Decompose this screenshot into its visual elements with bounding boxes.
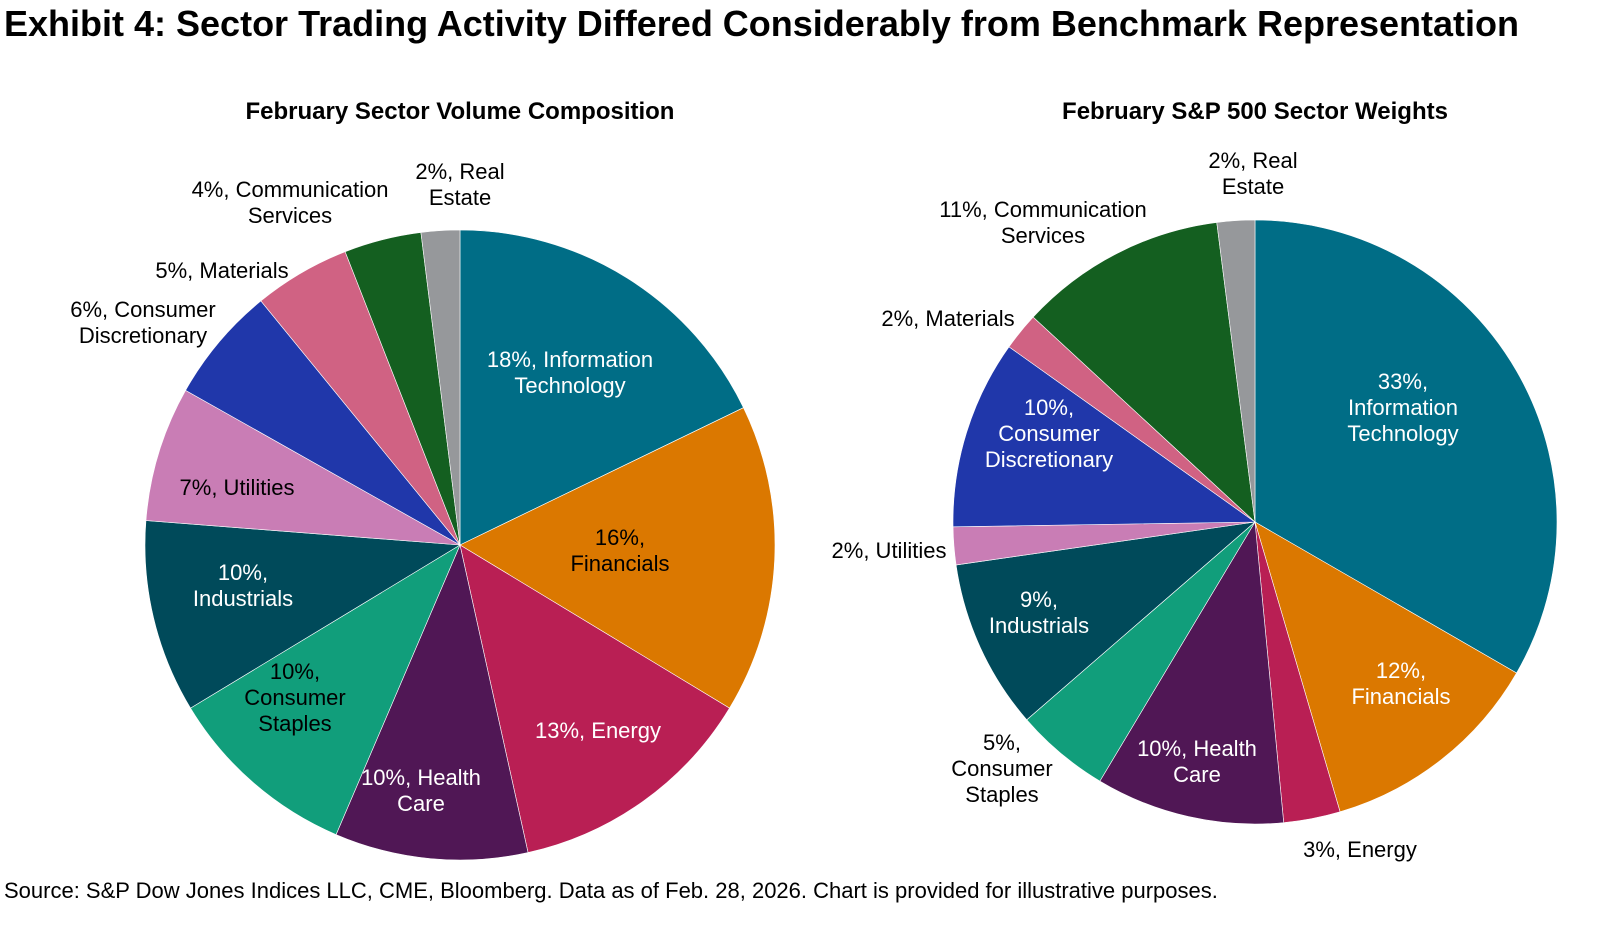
data-label-information-technology: 33%, Information Technology bbox=[1347, 369, 1458, 446]
data-label-real-estate: 2%, Real Estate bbox=[415, 159, 504, 210]
data-label-communication-services: 4%, Communication Services bbox=[192, 177, 389, 228]
slice-energy bbox=[459, 544, 730, 853]
left-chart-title: February Sector Volume Composition bbox=[245, 98, 675, 125]
data-label-energy: 3%, Energy bbox=[1303, 837, 1417, 862]
data-label-materials: 5%, Materials bbox=[155, 258, 288, 283]
slice-industrials bbox=[955, 521, 1256, 721]
slice-consumer-staples bbox=[190, 544, 461, 835]
data-label-energy: 13%, Energy bbox=[535, 718, 661, 743]
volume-composition-pie: 18%, Information Technology 16%, Financials… bbox=[70, 159, 776, 861]
data-label-industrials: 9%, Industrials bbox=[989, 587, 1089, 638]
slice-real-estate bbox=[1216, 219, 1256, 523]
data-label-real-estate: 2%, Real Estate bbox=[1208, 148, 1297, 199]
slice-information-technology bbox=[459, 229, 744, 546]
slice-financials bbox=[1254, 521, 1517, 813]
data-label-utilities: 2%, Utilities bbox=[832, 538, 947, 563]
slice-health-care bbox=[1099, 521, 1285, 825]
data-label-financials: 12%, Financials bbox=[1351, 658, 1450, 709]
data-label-financials: 16%, Financials bbox=[570, 525, 669, 576]
exhibit-title: Exhibit 4: Sector Trading Activity Diffe… bbox=[4, 3, 1520, 44]
slice-financials bbox=[459, 407, 776, 709]
slice-industrials bbox=[144, 520, 461, 709]
slice-utilities bbox=[145, 389, 461, 546]
data-label-industrials: 10%, Industrials bbox=[193, 560, 293, 611]
data-label-communication-services: 11%, Communication Services bbox=[939, 197, 1146, 248]
data-label-consumer-discretionary: 10%, Consumer Discretionary bbox=[985, 395, 1113, 472]
data-label-health-care: 10%, Health Care bbox=[1137, 736, 1257, 787]
data-label-materials: 2%, Materials bbox=[881, 306, 1014, 331]
slice-communication-services bbox=[1032, 222, 1256, 523]
data-label-consumer-staples: 10%, Consumer Staples bbox=[244, 659, 345, 736]
slice-consumer-discretionary bbox=[952, 346, 1256, 528]
sp500-weights-pie: 33%, Information Technology 12%, Financials 3… bbox=[832, 148, 1558, 862]
data-label-information-technology: 18%, Information Technology bbox=[487, 347, 653, 398]
right-chart-title: February S&P 500 Sector Weights bbox=[1062, 98, 1448, 125]
source-note: Source: S&P Dow Jones Indices LLC, CME, … bbox=[4, 878, 1218, 903]
slice-health-care bbox=[335, 544, 529, 861]
data-label-utilities: 7%, Utilities bbox=[180, 475, 295, 500]
slice-real-estate bbox=[420, 229, 461, 546]
data-label-consumer-discretionary: 6%, Consumer Discretionary bbox=[70, 297, 216, 348]
data-label-health-care: 10%, Health Care bbox=[361, 765, 481, 816]
slice-information-technology bbox=[1254, 219, 1558, 674]
data-label-consumer-staples: 5%, Consumer Staples bbox=[951, 730, 1052, 807]
